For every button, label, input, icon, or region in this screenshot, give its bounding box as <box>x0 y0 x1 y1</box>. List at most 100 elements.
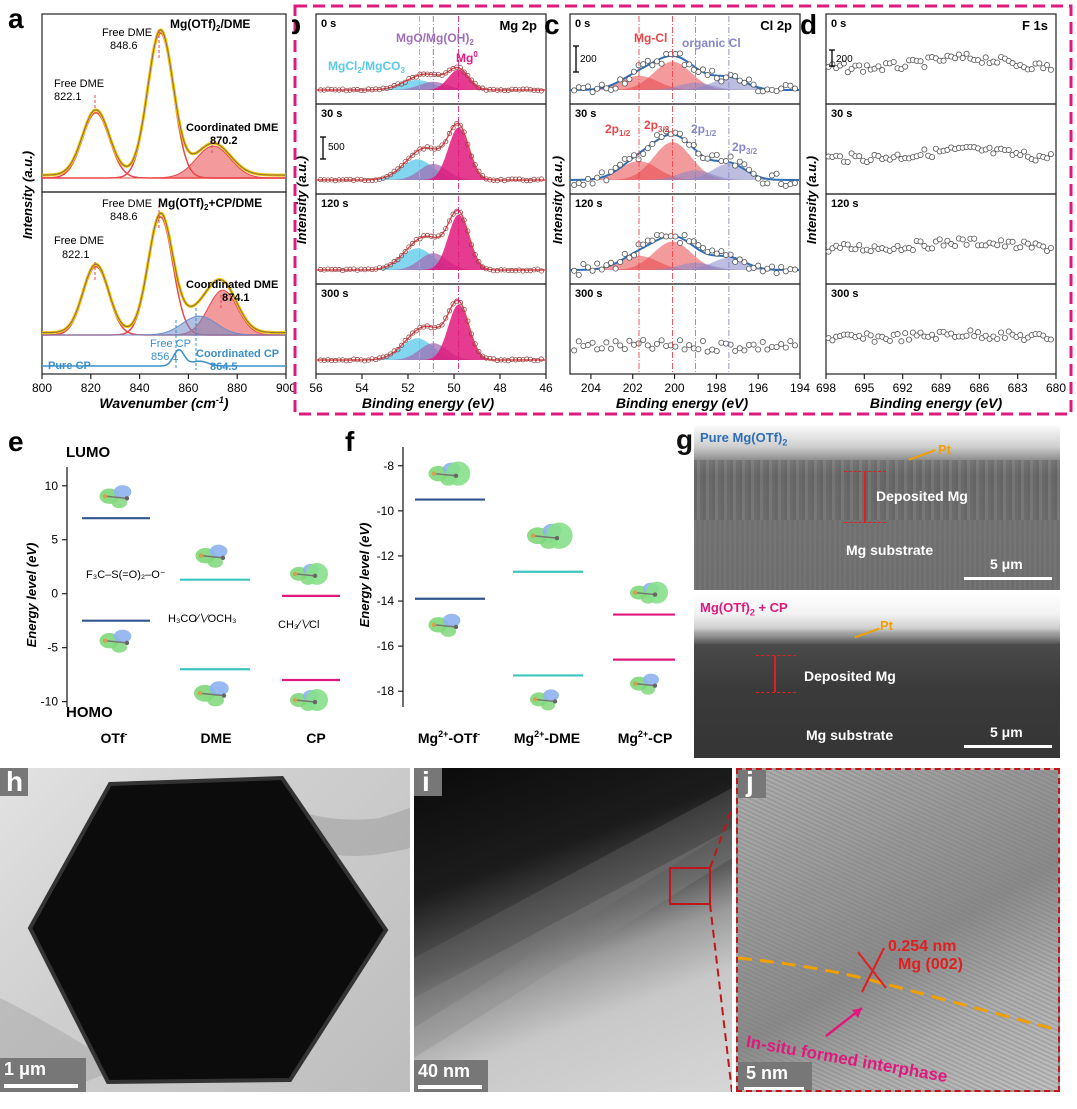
b-ann-mgcl2: MgCl2/MgCO3 <box>328 59 405 75</box>
a-val-856: 856.1 <box>151 351 179 363</box>
panel-e-label: e <box>8 426 24 457</box>
a-x-tick-label: 800 <box>32 381 52 395</box>
g-bottom-scalebar <box>964 745 1052 748</box>
f-category-label: Mg2+-OTf- <box>418 729 480 746</box>
d-ylabel: Intensity (a.u.) <box>804 156 819 244</box>
a-x-tick-label: 840 <box>130 381 150 395</box>
g-top-thickness-marker <box>864 472 866 522</box>
a-ylabel: Intensity (a.u.) <box>20 151 35 239</box>
a-top-coord-dme: Coordinated DME <box>186 122 278 134</box>
c-2p12-mg: 2p1/2 <box>605 122 631 138</box>
e-y-ticks: 10 5 0 -5 -10 <box>41 479 67 709</box>
g-top-deposited: Deposited Mg <box>876 488 968 504</box>
h-scalebar <box>4 1084 78 1088</box>
f-y-tick-label: -10 <box>377 504 395 518</box>
panel-g-top: Pure Mg(OTf)2 Pt Deposited Mg Mg substra… <box>694 426 1060 590</box>
a-x-tick-label: 860 <box>178 381 198 395</box>
g-bottom-scale-label: 5 μm <box>990 724 1023 740</box>
b-time-label: 300 s <box>321 288 349 300</box>
a-top-free-dme-2: Free DME <box>54 78 104 90</box>
f-y-tick-label: -8 <box>383 459 394 473</box>
e-lumo: LUMO <box>66 444 110 461</box>
c-x-tick-label: 194 <box>790 381 810 395</box>
c-2p32-mg: 2p3/2 <box>644 118 670 134</box>
e-y-tick-label: -5 <box>47 641 58 655</box>
c-subplot-frame <box>569 283 801 375</box>
c-time-label: 0 s <box>575 18 590 30</box>
g-bottom-thickness-marker <box>774 656 776 692</box>
a-pure-cp: Pure CP <box>48 360 91 372</box>
e-y-tick-label: 0 <box>51 587 58 601</box>
c-title: Cl 2p <box>760 18 792 33</box>
e-category-label: CP <box>306 730 325 746</box>
f-y-tick-label: -16 <box>377 639 395 653</box>
f-category-label: Mg2+-DME <box>514 729 580 746</box>
a-bot-free-dme-1: Free DME <box>102 198 152 210</box>
e-homo: HOMO <box>66 704 113 721</box>
g-bottom-substrate: Mg substrate <box>806 727 894 743</box>
d-time-label: 0 s <box>831 18 846 30</box>
e-category-label: DME <box>200 730 231 746</box>
a-bot-val-848: 848.6 <box>110 211 138 223</box>
a-x-ticks: 800 820 840 860 880 900 <box>32 374 296 395</box>
c-x-tick-label: 200 <box>665 381 685 395</box>
a-bot-val-874: 874.1 <box>222 292 250 304</box>
a-x-tick-label: 900 <box>276 381 296 395</box>
c-2p32-org: 2p3/2 <box>732 140 758 156</box>
b-subplot-frame <box>315 283 547 375</box>
g-bottom-deposited: Deposited Mg <box>804 668 896 684</box>
d-x-tick-label: 698 <box>816 381 836 395</box>
b-x-tick-label: 54 <box>355 381 369 395</box>
f-ylabel: Energy level (eV) <box>357 523 372 628</box>
a-bot-coord-dme: Coordinated DME <box>186 279 278 291</box>
panel-h-label: h <box>6 768 24 797</box>
h-scale-label: 1 μm <box>4 1059 47 1079</box>
a-bot-title: Mg(OTf)2+CP/DME <box>158 196 262 212</box>
g-top-title: Pure Mg(OTf)2 <box>700 430 788 448</box>
b-x-tick-label: 52 <box>401 381 415 395</box>
d-x-tick-label: 695 <box>854 381 874 395</box>
a-top-title: Mg(OTf)2/DME <box>170 17 250 33</box>
e-category-label: OTf- <box>100 729 127 746</box>
a-val-864: 864.5 <box>210 361 238 373</box>
e-struct-otf: F₃C–S(=O)₂–O⁻ <box>86 569 166 581</box>
panel-g-bottom: Mg(OTf)2 + CP Pt Deposited Mg Mg substra… <box>694 594 1060 758</box>
f-orbital-blobs <box>428 461 668 711</box>
a-x-tick-label: 820 <box>81 381 101 395</box>
c-x-tick-label: 202 <box>623 381 643 395</box>
b-x-tick-label: 56 <box>309 381 323 395</box>
d-subplot-frame <box>825 283 1057 375</box>
c-ann-organic: organic Cl <box>682 36 741 50</box>
d-time-label: 30 s <box>831 108 852 120</box>
a-bot-val-822: 822.1 <box>62 249 90 261</box>
a-free-cp: Free CP <box>150 338 191 350</box>
panel-i: i 40 nm <box>414 768 732 1092</box>
a-bot-free-dme-2: Free DME <box>54 235 104 247</box>
d-x-tick-label: 683 <box>1008 381 1028 395</box>
b-title: Mg 2p <box>499 18 537 33</box>
panel-f: f -8 -10 -12 -14 -16 -18 Energy level (eV) Mg… <box>345 426 675 746</box>
panel-h: h 1 μm <box>0 768 410 1092</box>
panel-g-label: g <box>676 424 694 455</box>
a-coord-cp: Coordinated CP <box>196 348 279 360</box>
g-top-pt: Pt <box>938 442 951 457</box>
f-y-ticks: -8 -10 -12 -14 -16 -18 <box>377 459 403 698</box>
c-time-label: 300 s <box>575 288 603 300</box>
f-y-tick-label: -12 <box>377 549 395 563</box>
b-ann-mgo: MgO/Mg(OH)2 <box>396 31 474 47</box>
d-x-tick-label: 689 <box>931 381 951 395</box>
a-top-val-848: 848.6 <box>110 40 138 52</box>
e-y-tick-label: 10 <box>45 479 59 493</box>
c-ann-mgcl: Mg-Cl <box>634 31 667 45</box>
a-top-free-dme-1: Free DME <box>102 27 152 39</box>
b-time-label: 0 s <box>321 18 336 30</box>
f-y-tick-label: -18 <box>377 684 395 698</box>
panel-b-label: b <box>292 9 301 40</box>
e-struct-dme: H₃CO∕∖∕OCH₃ <box>168 613 237 625</box>
g-top-scalebar <box>964 577 1052 580</box>
panel-a-label: a <box>8 3 24 34</box>
c-x-tick-label: 198 <box>706 381 726 395</box>
c-x-tick-label: 204 <box>581 381 601 395</box>
b-time-label: 120 s <box>321 198 349 210</box>
j-plane: Mg (002) <box>898 956 963 973</box>
